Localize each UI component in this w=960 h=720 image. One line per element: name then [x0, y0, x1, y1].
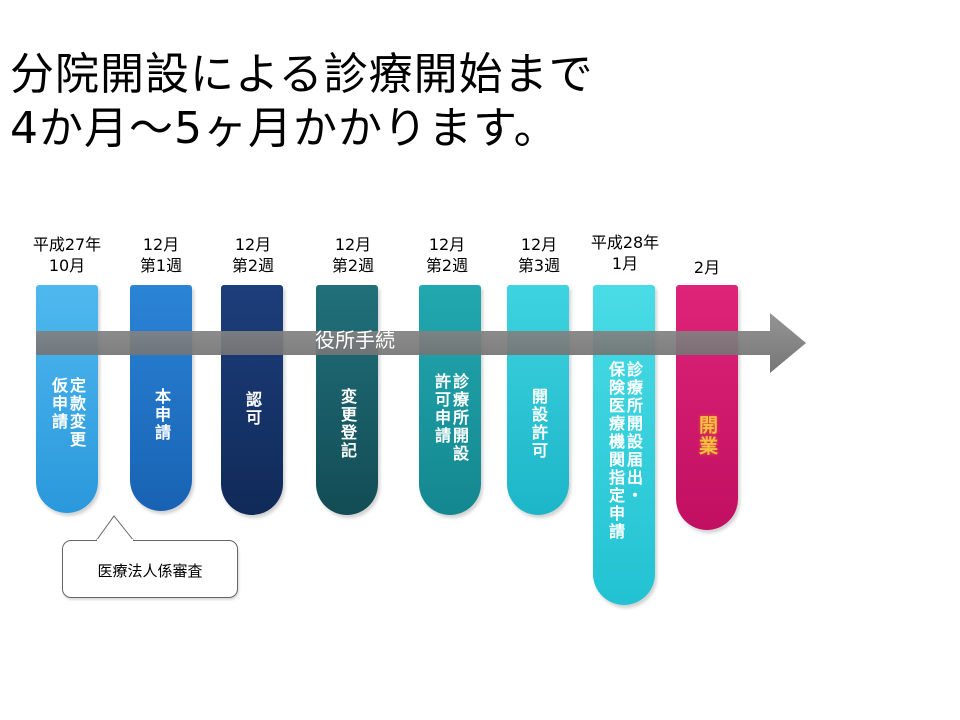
step-label-7-col-1: 診療所開設届出・: [624, 361, 643, 505]
step-label-2: 本申請: [130, 388, 192, 442]
step-date-3: 12月 第2週: [198, 234, 308, 276]
step-label-1: 定款変更 仮申請: [36, 377, 98, 449]
step-date-4: 12月 第2週: [298, 234, 408, 276]
step-date-3-line-1: 12月: [234, 235, 272, 254]
step-pill-2: 本申請: [130, 285, 192, 511]
step-label-4: 変更登記: [316, 388, 378, 460]
step-pill-3: 認可: [221, 285, 283, 515]
step-date-5-line-2: 第2週: [425, 256, 469, 275]
step-pill-5: 診療所開設 許可申請: [419, 285, 481, 515]
step-label-1-col-1: 定款変更: [67, 377, 86, 449]
step-label-4-col-1: 変更登記: [338, 388, 357, 460]
step-date-1-line-1: 平成27年: [32, 235, 102, 254]
callout-text: 医療法人係審査: [97, 562, 203, 580]
step-date-4-line-2: 第2週: [331, 256, 375, 275]
step-pill-6: 開設許可: [507, 285, 569, 515]
step-label-7: 診療所開設届出・ 保険医療機関指定申請: [593, 361, 655, 541]
process-arrow-label: 役所手続: [315, 328, 395, 352]
step-date-2-line-1: 12月: [142, 235, 180, 254]
step-date-2: 12月 第1週: [106, 234, 216, 276]
step-label-8-col-1: 開業: [696, 415, 718, 457]
step-label-7-col-2: 保険医療機関指定申請: [606, 361, 625, 541]
step-label-8: 開業: [676, 415, 738, 457]
step-date-1-line-2: 10月: [48, 256, 86, 275]
step-label-1-col-2: 仮申請: [49, 377, 68, 431]
step-date-6-line-2: 第3週: [517, 256, 561, 275]
step-label-3: 認可: [221, 391, 283, 427]
step-label-6: 開設許可: [507, 388, 569, 460]
step-label-5-col-2: 許可申請: [432, 373, 451, 445]
step-label-3-col-1: 認可: [243, 391, 262, 427]
step-date-8: 2月: [652, 257, 762, 278]
step-date-2-line-2: 第1週: [139, 256, 183, 275]
callout-box: 医療法人係審査: [62, 540, 238, 598]
step-date-4-line-1: 12月: [334, 235, 372, 254]
title-line-1: 分院開設による診療開始まで: [10, 49, 594, 100]
process-arrow-shape: [36, 313, 806, 373]
page-title: 分院開設による診療開始まで 4か月～5ヶ月かかります。: [10, 48, 594, 156]
step-date-5-line-1: 12月: [428, 235, 466, 254]
step-date-8-line-1: 2月: [693, 258, 721, 277]
step-label-5-col-1: 診療所開設: [450, 373, 469, 463]
step-label-6-col-1: 開設許可: [529, 388, 548, 460]
step-date-7-line-2: 1月: [611, 254, 639, 273]
step-date-6-line-1: 12月: [520, 235, 558, 254]
step-date-3-line-2: 第2週: [231, 256, 275, 275]
step-pill-8: 開業: [676, 285, 738, 530]
step-label-5: 診療所開設 許可申請: [419, 373, 481, 463]
step-date-6: 12月 第3週: [484, 234, 594, 276]
step-pill-4: 変更登記: [316, 285, 378, 515]
step-date-7-line-1: 平成28年: [590, 233, 660, 252]
title-line-2: 4か月～5ヶ月かかります。: [10, 103, 559, 154]
step-pill-1: 定款変更 仮申請: [36, 285, 98, 513]
step-date-1: 平成27年 10月: [12, 234, 122, 276]
step-label-2-col-1: 本申請: [152, 388, 171, 442]
step-date-5: 12月 第2週: [392, 234, 502, 276]
step-date-7: 平成28年 1月: [570, 232, 680, 274]
